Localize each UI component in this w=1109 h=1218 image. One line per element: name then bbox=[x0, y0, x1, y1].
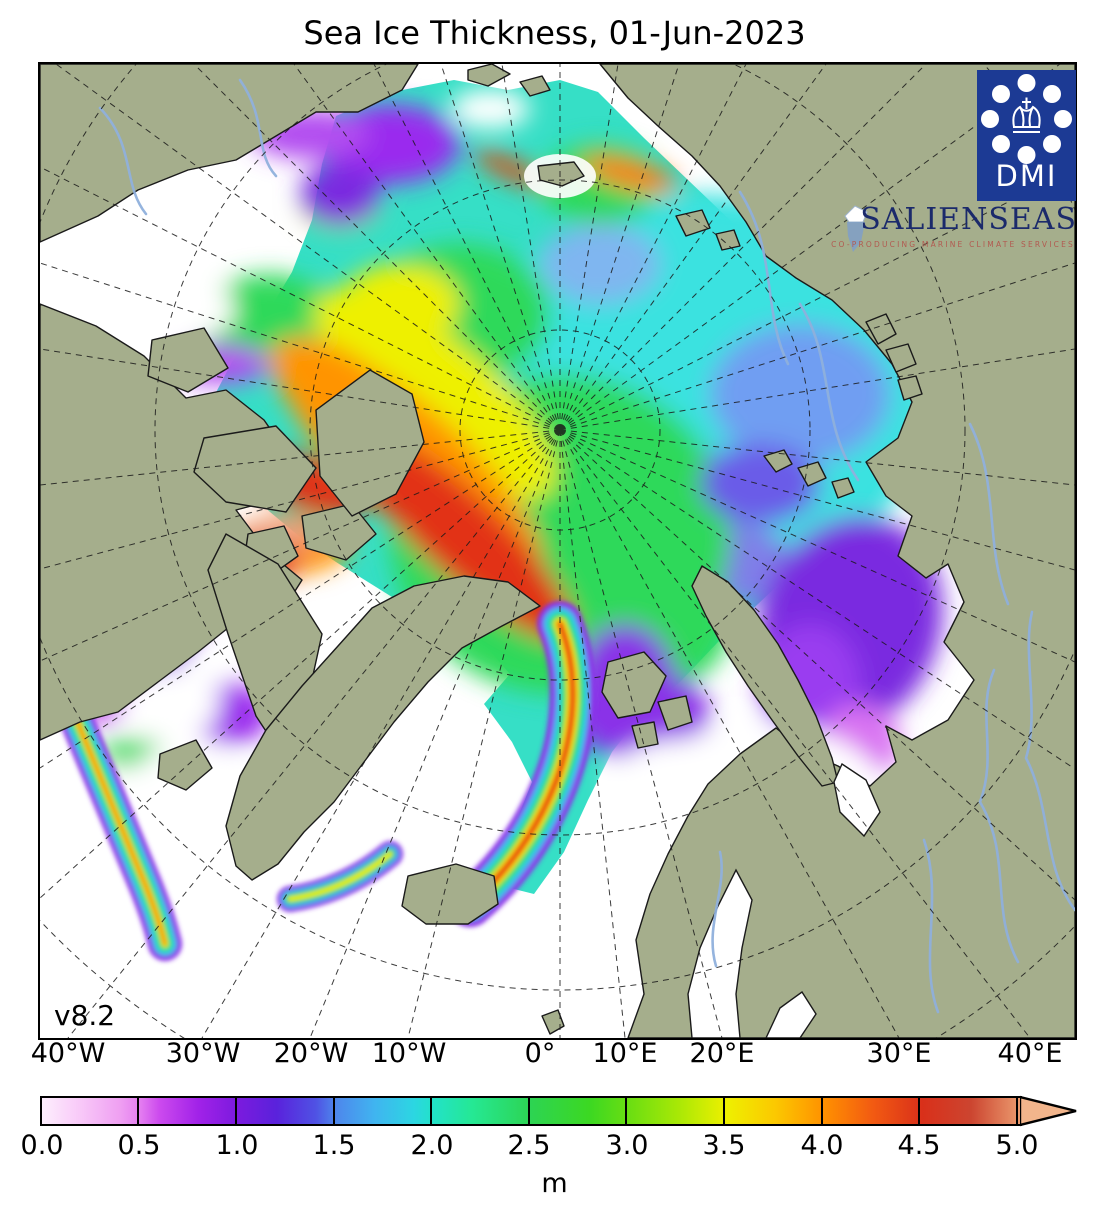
cbar-label-4.0: 4.0 bbox=[800, 1130, 844, 1161]
colorbar-tick bbox=[918, 1098, 920, 1124]
colorbar-tick bbox=[137, 1098, 139, 1124]
landmasses bbox=[40, 64, 1075, 1038]
dmi-logo: DMI bbox=[977, 70, 1076, 201]
page-title: Sea Ice Thickness, 01-Jun-2023 bbox=[303, 14, 806, 52]
colorbar-tick bbox=[625, 1098, 627, 1124]
lon-label-20e: 20°E bbox=[689, 1038, 755, 1069]
salienseas-tagline: CO-PRODUCING MARINE CLIMATE SERVICES bbox=[831, 240, 1075, 249]
dmi-logo-text: DMI bbox=[995, 159, 1058, 193]
rivers bbox=[98, 78, 1075, 1014]
colorbar-tick bbox=[430, 1098, 432, 1124]
colorbar-unit-label: m bbox=[541, 1168, 568, 1199]
land-svalbard bbox=[601, 651, 667, 719]
thickness-colorbar bbox=[40, 1096, 1022, 1126]
arctic-map-svg bbox=[40, 64, 1075, 1038]
cbar-label-0.5: 0.5 bbox=[117, 1130, 161, 1161]
land-greenland bbox=[225, 575, 541, 881]
ice-edge-bands bbox=[53, 601, 596, 961]
cbar-label-4.5: 4.5 bbox=[897, 1130, 941, 1161]
lon-label-40e: 40°E bbox=[997, 1038, 1063, 1069]
lon-label-10e: 10°E bbox=[592, 1038, 658, 1069]
cbar-label-5.0: 5.0 bbox=[995, 1130, 1039, 1161]
salienseas-wordmark: SALIENSEAS bbox=[860, 202, 1077, 237]
colorbar-tick bbox=[1016, 1098, 1018, 1124]
lon-label-10w: 10°W bbox=[371, 1038, 447, 1069]
gulf-of-bothnia bbox=[687, 868, 753, 1038]
colorbar-tick bbox=[528, 1098, 530, 1124]
lon-label-30w: 30°W bbox=[165, 1038, 241, 1069]
land-iceland bbox=[401, 863, 499, 925]
land-eurasia bbox=[599, 64, 1075, 1038]
colorbar-tick bbox=[821, 1098, 823, 1124]
cbar-label-0.0: 0.0 bbox=[20, 1130, 64, 1161]
arctic-map: v8.2 bbox=[38, 62, 1077, 1040]
graticule bbox=[40, 64, 1075, 1038]
cbar-label-2.5: 2.5 bbox=[507, 1130, 551, 1161]
lon-label-0: 0° bbox=[524, 1038, 556, 1069]
baltic-sea bbox=[765, 990, 817, 1038]
cbar-label-1.5: 1.5 bbox=[312, 1130, 356, 1161]
colorbar-overflow-arrow bbox=[1020, 1095, 1077, 1127]
model-version-label: v8.2 bbox=[54, 999, 116, 1032]
cbar-label-1.0: 1.0 bbox=[215, 1130, 259, 1161]
iceberg-icon bbox=[844, 205, 868, 252]
white-sea bbox=[833, 762, 881, 838]
colorbar-tick bbox=[333, 1098, 335, 1124]
inland-seas bbox=[687, 762, 881, 1038]
cbar-label-2.0: 2.0 bbox=[410, 1130, 454, 1161]
lon-label-40w: 40°W bbox=[30, 1038, 106, 1069]
lon-label-30e: 30°E bbox=[866, 1038, 932, 1069]
cbar-label-3.0: 3.0 bbox=[605, 1130, 649, 1161]
cbar-label-3.5: 3.5 bbox=[702, 1130, 746, 1161]
colorbar-tick bbox=[723, 1098, 725, 1124]
land-alaska bbox=[40, 64, 419, 243]
colorbar-tick bbox=[235, 1098, 237, 1124]
land-novaya-zemlya bbox=[691, 565, 839, 787]
lon-label-20w: 20°W bbox=[273, 1038, 349, 1069]
salienseas-logo: SALIENSEAS CO-PRODUCING MARINE CLIMATE S… bbox=[831, 202, 1077, 260]
colorbar-gradient bbox=[42, 1098, 1020, 1124]
dmi-crown-icon bbox=[981, 74, 1072, 164]
